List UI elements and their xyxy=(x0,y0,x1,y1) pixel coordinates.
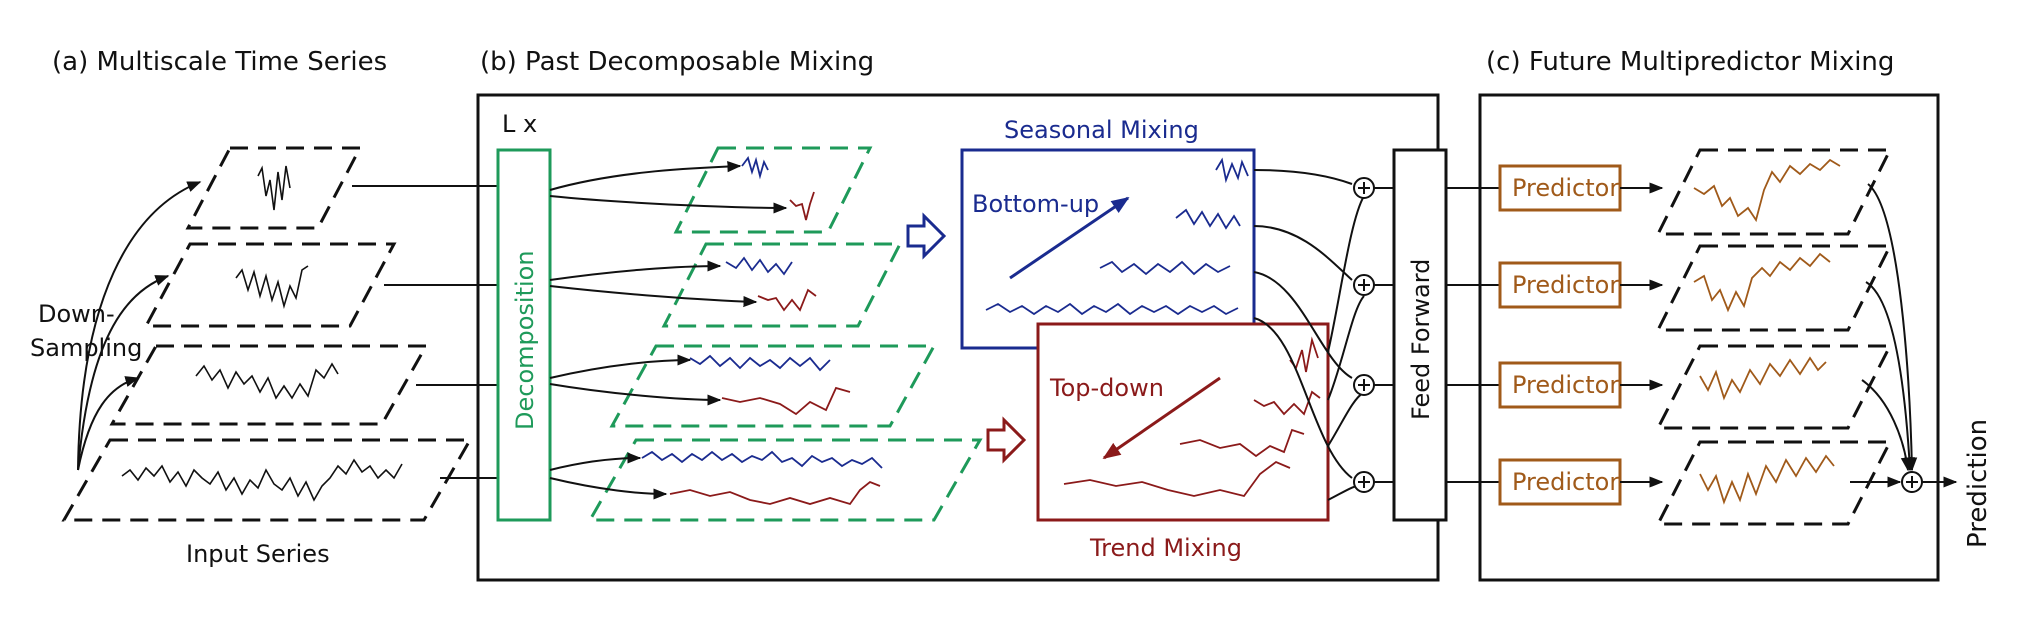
layers-label: L x xyxy=(502,110,537,138)
predictor-1: Predictor xyxy=(1498,164,1622,212)
predictor-2: Predictor xyxy=(1498,261,1622,309)
seasonal-series-4 xyxy=(741,156,769,180)
prediction-plane-1 xyxy=(1655,148,1893,236)
predictor-label-2: Predictor xyxy=(1512,271,1619,299)
multiscale-planes xyxy=(61,146,473,522)
decomposed-plane-3 xyxy=(661,242,903,328)
input-series-label: Input Series xyxy=(186,540,330,568)
predictor-label-4: Predictor xyxy=(1512,468,1619,496)
bottom-up-label: Bottom-up xyxy=(972,190,1099,218)
top-down-arrow xyxy=(1102,376,1221,460)
series-line-4 xyxy=(257,165,291,211)
series-line-3 xyxy=(235,265,309,310)
prediction-plane-2 xyxy=(1655,244,1893,332)
title-a: (a) Multiscale Time Series xyxy=(52,47,387,77)
scale-plane-2 xyxy=(109,344,429,426)
predictor-blocks: Predictor Predictor Predictor Predictor xyxy=(1498,164,1622,506)
predictor-3: Predictor xyxy=(1498,361,1622,409)
sum-to-ff-lines xyxy=(1374,187,1394,483)
predictor-label-3: Predictor xyxy=(1512,371,1619,399)
decomposition-arrows xyxy=(549,161,788,500)
title-b: (b) Past Decomposable Mixing xyxy=(480,47,874,77)
prediction-plane-4 xyxy=(1655,440,1893,526)
decomposed-plane-1 xyxy=(587,438,983,522)
ff-to-predictor-lines xyxy=(1446,187,1500,483)
decomposed-plane-4 xyxy=(673,146,873,234)
downsampling-label-line2: Sampling xyxy=(30,334,142,362)
trend-series-2 xyxy=(721,386,851,416)
seasonal-mixing-series xyxy=(985,157,1249,316)
trend-mixing-box xyxy=(1036,322,1330,522)
trend-series-4 xyxy=(789,191,815,221)
prediction-merge-lines xyxy=(1850,183,1918,488)
decomposed-plane-2 xyxy=(609,344,937,428)
predictor-4: Predictor xyxy=(1498,458,1622,506)
downsampling-label-line1: Down- xyxy=(38,300,115,328)
future-mixing-block xyxy=(1478,93,1940,582)
sum-node-1 xyxy=(1353,177,1375,199)
seasonal-series-1 xyxy=(641,450,883,469)
downsampling-arrows xyxy=(77,181,202,471)
seasonal-series-3 xyxy=(725,256,793,276)
to-trend-arrow xyxy=(986,416,1027,464)
trend-series-1 xyxy=(669,480,881,506)
seasonal-mixing-box xyxy=(960,148,1256,350)
trend-mixing-series xyxy=(1063,336,1321,498)
scale-plane-3 xyxy=(143,242,397,328)
sum-node-4 xyxy=(1353,471,1375,493)
scale-plane-1 xyxy=(61,438,473,522)
feed-forward-label: Feed Forward xyxy=(1407,259,1435,420)
final-sum-node xyxy=(1901,471,1923,493)
feed-forward-block xyxy=(1392,148,1448,522)
seasonal-series-2 xyxy=(689,354,831,372)
predictor-to-output-arrows xyxy=(1620,182,1664,488)
decomposition-label: Decomposition xyxy=(511,250,539,430)
mixing-to-sum-lines xyxy=(1253,169,1365,501)
sum-node-3 xyxy=(1353,374,1375,396)
decomposition-block xyxy=(496,148,552,522)
series-line-2 xyxy=(195,362,339,400)
prediction-label: Prediction xyxy=(1963,419,1993,548)
input-to-decomposition-lines xyxy=(352,185,498,479)
sum-nodes xyxy=(1353,177,1375,493)
decomposed-planes xyxy=(587,146,983,522)
prediction-planes xyxy=(1655,148,1893,526)
prediction-series xyxy=(1693,158,1841,505)
bottom-up-arrow xyxy=(1009,196,1130,280)
to-seasonal-arrow xyxy=(906,212,947,260)
trend-mixing-title: Trend Mixing xyxy=(1089,534,1242,562)
predictor-label-1: Predictor xyxy=(1512,174,1619,202)
scale-plane-4 xyxy=(185,146,363,230)
decomposed-series xyxy=(641,156,883,506)
title-c: (c) Future Multipredictor Mixing xyxy=(1486,47,1894,77)
sum-node-2 xyxy=(1353,274,1375,296)
seasonal-mixing-title: Seasonal Mixing xyxy=(1004,116,1199,144)
prediction-plane-3 xyxy=(1655,344,1893,430)
input-series-lines xyxy=(121,165,403,502)
top-down-label: Top-down xyxy=(1049,374,1164,402)
trend-series-3 xyxy=(757,288,817,312)
series-line-1 xyxy=(121,458,403,502)
